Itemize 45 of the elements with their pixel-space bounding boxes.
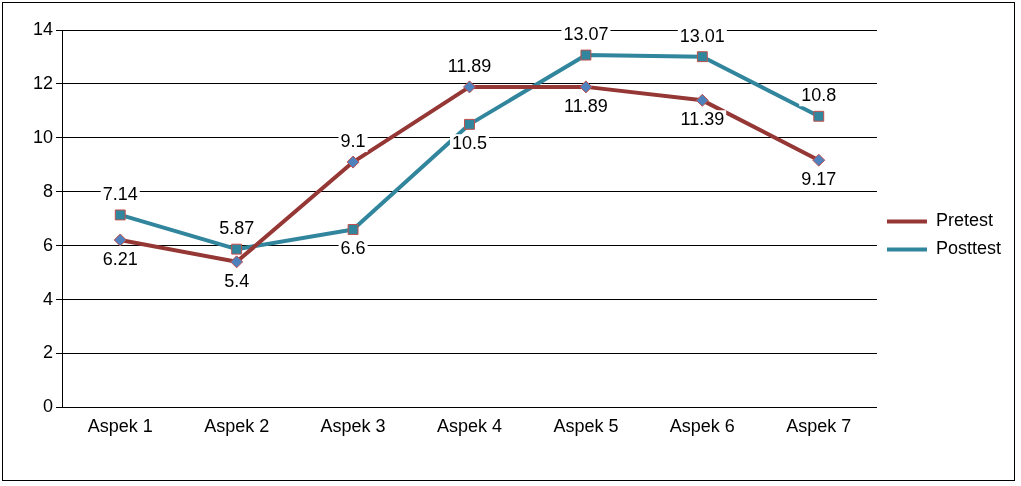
legend-label: Posttest <box>935 238 1001 259</box>
x-tick-label: Aspek 1 <box>87 416 153 437</box>
data-label: 7.14 <box>102 183 138 204</box>
data-label: 11.39 <box>680 109 725 130</box>
point <box>346 155 360 169</box>
point <box>231 243 243 255</box>
y-tick-label: 8 <box>43 180 54 201</box>
data-label: 13.07 <box>563 24 609 45</box>
x-tick-label: Aspek 6 <box>669 416 735 437</box>
point <box>114 209 126 221</box>
y-tick-label: 6 <box>43 234 54 255</box>
x-tick-label: Aspek 4 <box>436 416 503 437</box>
point <box>347 224 359 235</box>
data-label: 9.17 <box>801 169 837 190</box>
y-tick-label: 10 <box>32 126 54 147</box>
x-tick-label: Aspek 5 <box>553 416 619 437</box>
y-tick-label: 4 <box>43 288 54 309</box>
y-tick-label: 12 <box>32 72 54 93</box>
point <box>113 233 127 247</box>
y-tick-label: 0 <box>43 396 54 417</box>
point <box>813 110 825 122</box>
x-tick-label: Aspek 7 <box>786 416 852 437</box>
data-label: 10.5 <box>451 133 488 154</box>
y-tick-label: 2 <box>43 342 54 363</box>
data-label: 6.6 <box>340 238 366 259</box>
data-label: 11.89 <box>447 55 492 76</box>
data-label: 5.87 <box>219 218 255 239</box>
data-label: 10.8 <box>801 85 837 106</box>
y-tick-label: 14 <box>32 18 54 39</box>
point <box>463 80 476 94</box>
point <box>695 93 709 107</box>
data-label: 11.89 <box>564 95 608 116</box>
x-tick-label: Aspek 2 <box>204 416 270 437</box>
point <box>580 49 592 61</box>
legend-label: Pretest <box>935 210 993 231</box>
point <box>696 51 708 63</box>
data-label: 6.21 <box>102 248 138 269</box>
data-label: 13.01 <box>679 25 725 46</box>
data-label: 5.4 <box>224 270 250 291</box>
data-label: 9.1 <box>340 131 366 152</box>
point <box>812 153 826 167</box>
point <box>464 118 475 130</box>
point <box>579 80 593 94</box>
x-tick-label: Aspek 3 <box>320 416 386 437</box>
point <box>230 255 244 269</box>
